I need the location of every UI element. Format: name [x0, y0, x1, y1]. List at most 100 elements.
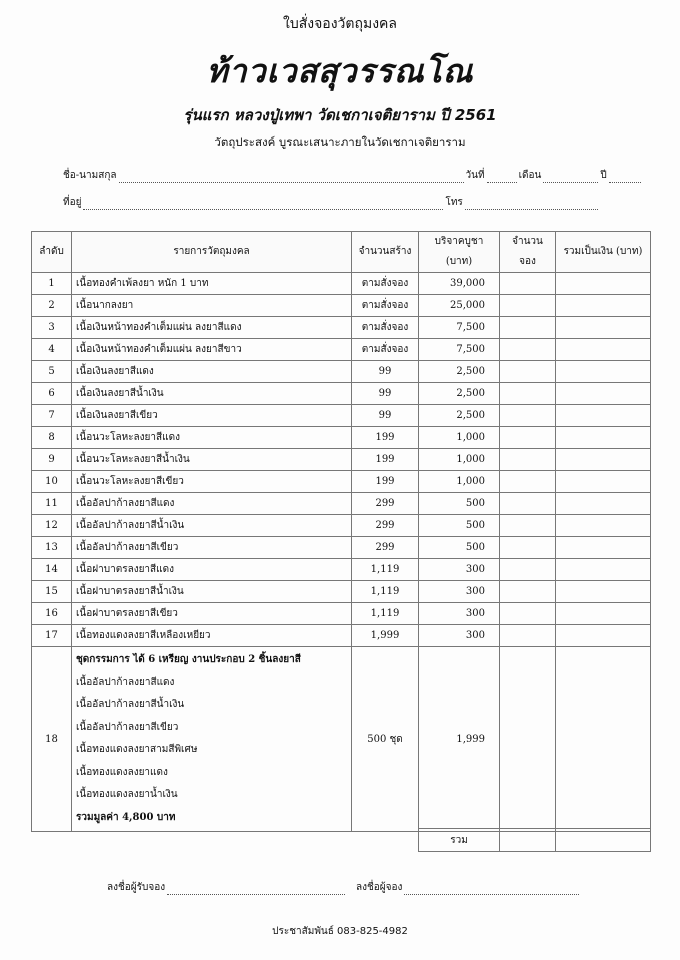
set-line: เนื้อทองแดงลงยาแดง [76, 766, 168, 778]
row-total-input[interactable] [555, 272, 651, 295]
row-no: 17 [31, 624, 72, 647]
row-price: 300 [418, 602, 500, 625]
header-qty-order: จำนวนจอง [499, 231, 556, 273]
set-title: ชุดกรรมการ ได้ 6 เหรียญ งานประกอบ 2 ชิ้น… [76, 654, 301, 665]
row-qty-order-input[interactable] [499, 536, 556, 559]
row-no: 2 [31, 294, 72, 317]
table-row: 11 เนื้ออัลปาก้าลงยาสีแดง 299 500 [31, 492, 651, 515]
row-no: 14 [31, 558, 72, 581]
row-total-input[interactable] [555, 536, 651, 559]
header-total: รวมเป็นเงิน (บาท) [555, 231, 651, 273]
form-title: ใบสั่งจองวัตถุมงคล [283, 16, 397, 32]
row-item: เนื้อเงินหน้าทองคำเต็มแผ่น ลงยาสีขาว [71, 338, 352, 361]
row-total-input[interactable] [555, 426, 651, 449]
table-row: 3 เนื้อเงินหน้าทองคำเต็มแผ่น ลงยาสีแดง ต… [31, 316, 651, 339]
row-total-input[interactable] [555, 624, 651, 647]
row-qty-made: 299 [351, 514, 419, 537]
row-total-input[interactable] [555, 492, 651, 515]
total-amount-field[interactable] [555, 828, 651, 852]
row-total-input[interactable] [555, 514, 651, 537]
row-price: 2,500 [418, 404, 500, 427]
receiver-signature-field[interactable] [167, 884, 346, 895]
row-qty-made: 1,119 [351, 602, 419, 625]
row-total-input[interactable] [555, 404, 651, 427]
row-qty-order-input[interactable] [499, 360, 556, 383]
row-total-input[interactable] [555, 602, 651, 625]
phone-field[interactable] [464, 199, 598, 210]
address-label: ที่อยู่ [63, 197, 82, 208]
set-line: เนื้อทองแดงลงยาสามสีพิเศษ [76, 744, 198, 755]
row-qty-order-input[interactable] [499, 492, 556, 515]
row-qty-order-input[interactable] [499, 316, 556, 339]
row-qty-order-input[interactable] [499, 426, 556, 449]
address-field[interactable] [83, 199, 444, 210]
row-total-input[interactable] [555, 382, 651, 405]
row-total-input[interactable] [555, 580, 651, 603]
row-qty-order-input[interactable] [499, 646, 556, 832]
row-qty-order-input[interactable] [499, 624, 556, 647]
row-qty-order-input[interactable] [499, 470, 556, 493]
name-row: ชื่อ-นามสกุล วันที่ เดือน ปี [63, 168, 643, 183]
day-field[interactable] [486, 172, 517, 183]
row-qty-order-input[interactable] [499, 602, 556, 625]
row-qty-order-input[interactable] [499, 272, 556, 295]
row-total-input[interactable] [555, 338, 651, 361]
row-qty-order-input[interactable] [499, 448, 556, 471]
row-no: 3 [31, 316, 72, 339]
row-qty-order-input[interactable] [499, 294, 556, 317]
year-field[interactable] [608, 172, 641, 183]
total-qty-field[interactable] [499, 828, 556, 852]
row-total-input[interactable] [555, 294, 651, 317]
row-price: 1,999 [418, 646, 500, 832]
header-qty-made: จำนวนสร้าง [351, 231, 419, 273]
row-total-input[interactable] [555, 470, 651, 493]
month-field[interactable] [543, 172, 599, 183]
row-price: 300 [418, 580, 500, 603]
row-qty-made: ตามสั่งจอง [351, 294, 419, 317]
table-row: 17 เนื้อทองแดงลงยาสีเหลืองเหยียว 1,999 3… [31, 624, 651, 647]
table-row: 14 เนื้อฝาบาตรลงยาสีแดง 1,119 300 [31, 558, 651, 581]
row-qty-made: ตามสั่งจอง [351, 316, 419, 339]
row-total-input[interactable] [555, 448, 651, 471]
row-qty-made: 199 [351, 426, 419, 449]
row-no: 6 [31, 382, 72, 405]
table-row: 12 เนื้ออัลปาก้าลงยาสีน้ำเงิน 299 500 [31, 514, 651, 537]
name-field[interactable] [118, 172, 464, 183]
row-qty-order-input[interactable] [499, 558, 556, 581]
row-qty-order-input[interactable] [499, 404, 556, 427]
month-label: เดือน [518, 170, 542, 181]
row-price: 2,500 [418, 382, 500, 405]
table-row: 10 เนื้อนวะโลหะลงยาสีเขียว 199 1,000 [31, 470, 651, 493]
row-price: 300 [418, 558, 500, 581]
row-qty-made: 1,999 [351, 624, 419, 647]
orderer-signature-field[interactable] [404, 884, 580, 895]
row-total-input[interactable] [555, 558, 651, 581]
set-line: เนื้ออัลปาก้าลงยาสีแดง [76, 676, 175, 688]
row-qty-order-input[interactable] [499, 338, 556, 361]
contact-footer: ประชาสัมพันธ์ 083-825-4982 [272, 926, 408, 937]
set-line: เนื้อทองแดงลงยาน้ำเงิน [76, 789, 178, 800]
row-total-input[interactable] [555, 360, 651, 383]
row-item: เนื้ออัลปาก้าลงยาสีแดง [71, 492, 352, 515]
row-qty-order-input[interactable] [499, 382, 556, 405]
row-qty-order-input[interactable] [499, 514, 556, 537]
row-item: เนื้ออัลปาก้าลงยาสีเขียว [71, 536, 352, 559]
row-qty-made: 500 ชุด [351, 646, 419, 832]
row-price: 300 [418, 624, 500, 647]
row-qty-made: ตามสั่งจอง [351, 272, 419, 295]
receiver-label: ลงชื่อผู้รับจอง [107, 882, 166, 893]
row-qty-order-input[interactable] [499, 580, 556, 603]
row-total-input[interactable] [555, 316, 651, 339]
table-row: 15 เนื้อฝาบาตรลงยาสีน้ำเงิน 1,119 300 [31, 580, 651, 603]
row-price: 1,000 [418, 426, 500, 449]
row-no: 13 [31, 536, 72, 559]
row-item: เนื้อนากลงยา [71, 294, 352, 317]
total-table: รวม [418, 828, 651, 852]
row-qty-made: 99 [351, 382, 419, 405]
row-total-input[interactable] [555, 646, 651, 832]
row-qty-made: 299 [351, 536, 419, 559]
table-row: 6 เนื้อเงินลงยาสีน้ำเงิน 99 2,500 [31, 382, 651, 405]
table-row: 13 เนื้ออัลปาก้าลงยาสีเขียว 299 500 [31, 536, 651, 559]
subtitle: รุ่นแรก หลวงปู่เทพา วัดเชกาเจติยาราม ปี … [183, 106, 497, 124]
